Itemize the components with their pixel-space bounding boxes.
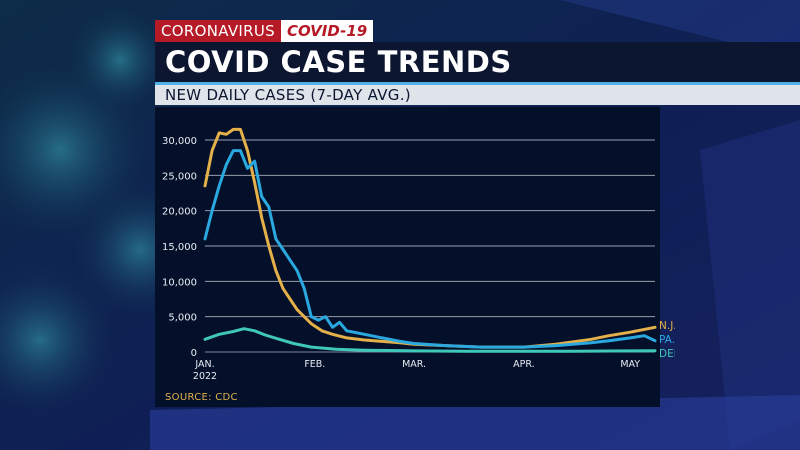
x-tick-label: MAY (620, 359, 640, 370)
x-tick-label: FEB. (304, 359, 325, 370)
chart-subtitle: NEW DAILY CASES (7-DAY AVG.) (165, 86, 411, 104)
series-label: PA. (659, 334, 675, 346)
title-bar: COVID CASE TRENDS (155, 42, 800, 85)
series-line (203, 127, 657, 349)
y-tick-label: 0 (191, 348, 197, 359)
series-line (203, 327, 657, 353)
coronavirus-tag: CORONAVIRUS (155, 20, 281, 42)
x-tick-label: APR. (513, 359, 535, 370)
y-tick-label: 20,000 (162, 207, 197, 218)
y-tick-label: 5,000 (168, 313, 197, 324)
covid19-tag: COVID-19 (280, 20, 374, 42)
y-tick-label: 10,000 (162, 277, 197, 288)
series-label: N.J. (659, 320, 675, 332)
series-label: DEL. (659, 348, 675, 360)
y-tick-label: 15,000 (162, 242, 197, 253)
y-tick-label: 25,000 (162, 171, 197, 182)
source-note: SOURCE: CDC (165, 392, 238, 403)
x-tick-label: JAN. (194, 359, 214, 370)
x-tick-label: MAR. (402, 359, 426, 370)
page-title: COVID CASE TRENDS (165, 45, 512, 79)
y-tick-label: 30,000 (162, 136, 197, 147)
series-line (203, 149, 657, 349)
subtitle-bar: NEW DAILY CASES (7-DAY AVG.) (155, 85, 800, 105)
line-chart: 0 5,000 10,000 15,000 20,000 25,000 30,000 JAN.… (162, 127, 675, 382)
category-tag-bar: CORONAVIRUS COVID-19 (155, 20, 374, 42)
chart-panel (155, 107, 660, 407)
x-tick-sublabel: 2022 (193, 371, 217, 382)
